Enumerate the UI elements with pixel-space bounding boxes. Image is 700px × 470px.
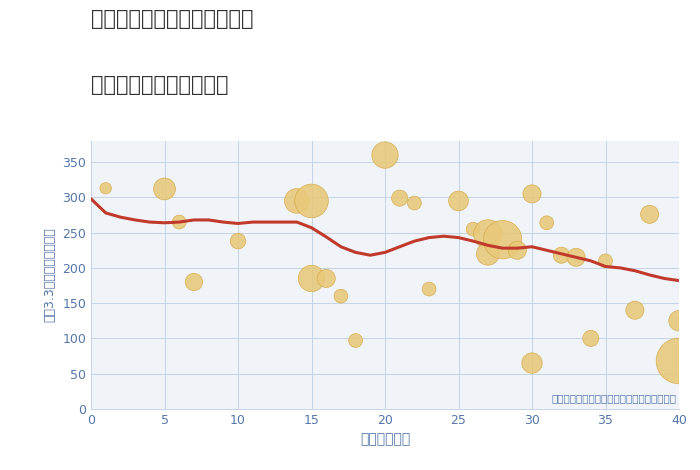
Point	[306, 274, 317, 282]
Point	[497, 236, 508, 243]
Point	[556, 251, 567, 259]
Point	[232, 237, 244, 245]
Point	[453, 197, 464, 205]
Text: 築年数別中古戸建て価格: 築年数別中古戸建て価格	[91, 75, 228, 95]
Point	[188, 278, 199, 286]
Point	[600, 257, 611, 265]
Point	[409, 199, 420, 207]
Point	[468, 226, 479, 233]
Point	[629, 306, 641, 314]
Point	[585, 335, 596, 342]
Point	[159, 185, 170, 193]
Point	[644, 211, 655, 218]
Point	[424, 285, 435, 293]
Y-axis label: 坪（3.3㎡）単価（万円）: 坪（3.3㎡）単価（万円）	[43, 227, 57, 322]
Point	[291, 197, 302, 205]
Point	[306, 197, 317, 205]
Point	[541, 219, 552, 227]
Point	[174, 218, 185, 226]
Text: 東京都千代田区神田岩本町の: 東京都千代田区神田岩本町の	[91, 9, 253, 30]
Point	[673, 357, 685, 365]
Point	[335, 292, 346, 300]
Point	[321, 274, 332, 282]
Point	[512, 246, 523, 254]
Point	[526, 190, 538, 197]
Point	[482, 230, 493, 238]
X-axis label: 築年数（年）: 築年数（年）	[360, 432, 410, 446]
Point	[673, 317, 685, 324]
Point	[526, 359, 538, 367]
Point	[379, 151, 391, 159]
Point	[482, 250, 493, 258]
Text: 円の大きさは、取引のあった物件面積を示す: 円の大きさは、取引のあった物件面積を示す	[551, 393, 676, 403]
Point	[570, 254, 582, 261]
Point	[350, 337, 361, 344]
Point	[394, 195, 405, 202]
Point	[100, 184, 111, 192]
